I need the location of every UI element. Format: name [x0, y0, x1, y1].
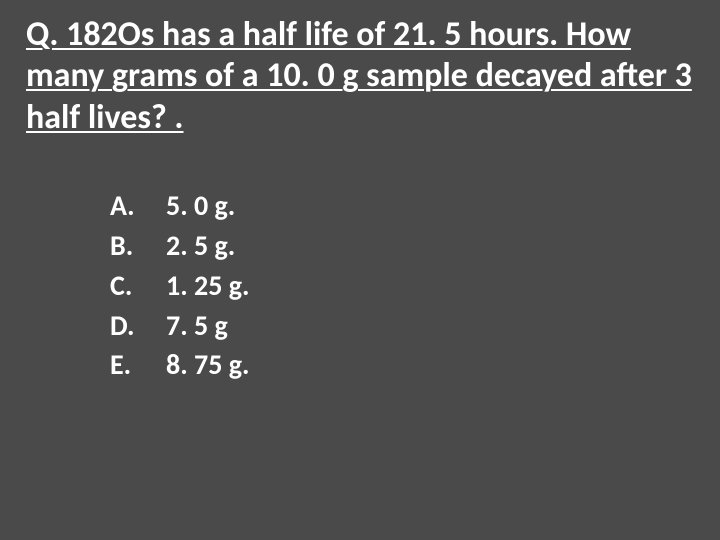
answer-text: 7. 5 g: [166, 306, 694, 346]
answer-option: C. 1. 25 g.: [110, 266, 694, 306]
answer-text: 8. 75 g.: [166, 345, 694, 385]
answer-list: A. 5. 0 g. B. 2. 5 g. C. 1. 25 g. D. 7. …: [26, 186, 694, 385]
answer-letter: B.: [110, 226, 166, 266]
answer-text: 5. 0 g.: [166, 186, 694, 226]
answer-option: E. 8. 75 g.: [110, 345, 694, 385]
answer-option: A. 5. 0 g.: [110, 186, 694, 226]
answer-option: D. 7. 5 g: [110, 306, 694, 346]
quiz-slide: Q. 182Os has a half life of 21. 5 hours.…: [0, 0, 720, 540]
answer-text: 2. 5 g.: [166, 226, 694, 266]
answer-letter: E.: [110, 345, 166, 385]
answer-option: B. 2. 5 g.: [110, 226, 694, 266]
answer-letter: D.: [110, 306, 166, 346]
answer-letter: C.: [110, 266, 166, 306]
question-text: Q. 182Os has a half life of 21. 5 hours.…: [26, 14, 694, 138]
answer-letter: A.: [110, 186, 166, 226]
answer-text: 1. 25 g.: [166, 266, 694, 306]
